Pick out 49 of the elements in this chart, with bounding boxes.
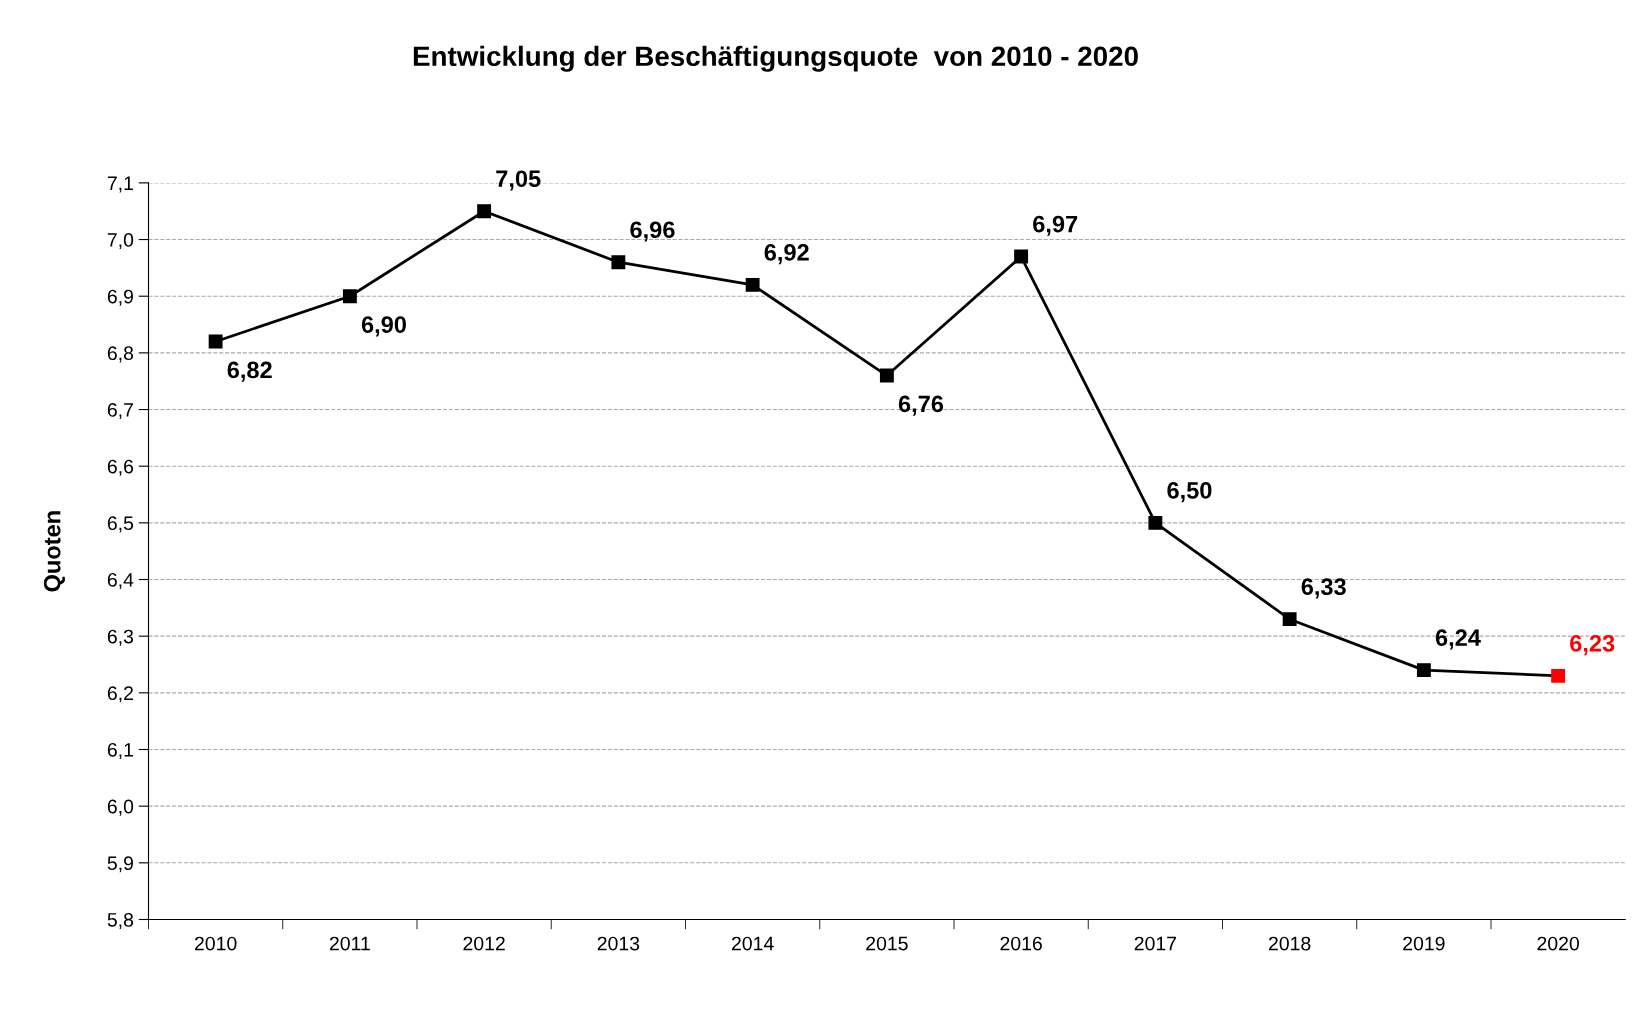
point bbox=[1148, 515, 1163, 530]
point bbox=[1014, 249, 1029, 264]
point bbox=[342, 289, 357, 304]
data-label: 6,97 bbox=[1033, 215, 1078, 236]
x-tick-label: 2012 bbox=[463, 936, 505, 951]
x-tick-label: 2017 bbox=[1134, 936, 1177, 951]
data-label: 6,92 bbox=[764, 244, 809, 265]
data-label: 6,23 bbox=[1570, 635, 1615, 656]
point bbox=[879, 368, 894, 383]
y-tick-label: 6,8 bbox=[107, 346, 134, 363]
point bbox=[1551, 668, 1566, 683]
x-tick-label: 2010 bbox=[194, 936, 237, 951]
point bbox=[1282, 612, 1297, 627]
data-label: 6,90 bbox=[361, 316, 406, 337]
x-tick-label: 2015 bbox=[866, 936, 908, 951]
x-tick-label: 2018 bbox=[1268, 936, 1311, 951]
point bbox=[1416, 663, 1431, 678]
data-label: 6,33 bbox=[1301, 578, 1346, 599]
data-label: 6,50 bbox=[1167, 482, 1212, 503]
x-tick-label: 2013 bbox=[597, 936, 640, 951]
y-tick-label: 6,4 bbox=[107, 572, 134, 590]
point bbox=[208, 334, 223, 349]
y-tick-label: 5,9 bbox=[107, 856, 133, 873]
y-tick-label: 6,7 bbox=[107, 402, 133, 420]
y-tick-label: 6,3 bbox=[107, 629, 134, 646]
point bbox=[477, 204, 492, 219]
x-tick-label: 2011 bbox=[329, 936, 370, 951]
y-axis-title: Quoten bbox=[43, 511, 65, 592]
y-tick-label: 5,8 bbox=[107, 912, 134, 930]
point bbox=[611, 255, 626, 270]
data-label: 6,76 bbox=[898, 395, 944, 416]
data-label: 7,05 bbox=[496, 170, 541, 191]
x-tick-label: 2019 bbox=[1403, 936, 1445, 951]
y-tick-label: 7,1 bbox=[107, 176, 133, 193]
chart-title: Entwicklung der Beschäftigungsquote von 2010 - 2020 bbox=[413, 45, 1138, 72]
data-label: 6,24 bbox=[1435, 629, 1481, 650]
y-tick-label: 6,1 bbox=[107, 742, 133, 760]
data-label: 6,96 bbox=[630, 221, 675, 242]
x-tick-label: 2014 bbox=[731, 936, 774, 951]
x-tick-label: 2016 bbox=[1000, 936, 1042, 951]
y-tick-label: 7,0 bbox=[107, 233, 134, 250]
y-tick-label: 6,2 bbox=[107, 686, 133, 703]
point bbox=[745, 277, 760, 292]
y-tick-label: 6,9 bbox=[107, 289, 133, 306]
x-tick-label: 2020 bbox=[1537, 936, 1579, 951]
y-tick-label: 6,0 bbox=[107, 799, 134, 816]
y-tick-label: 6,6 bbox=[107, 459, 134, 476]
y-tick-label: 6,5 bbox=[107, 516, 134, 533]
data-label: 6,82 bbox=[227, 361, 272, 382]
